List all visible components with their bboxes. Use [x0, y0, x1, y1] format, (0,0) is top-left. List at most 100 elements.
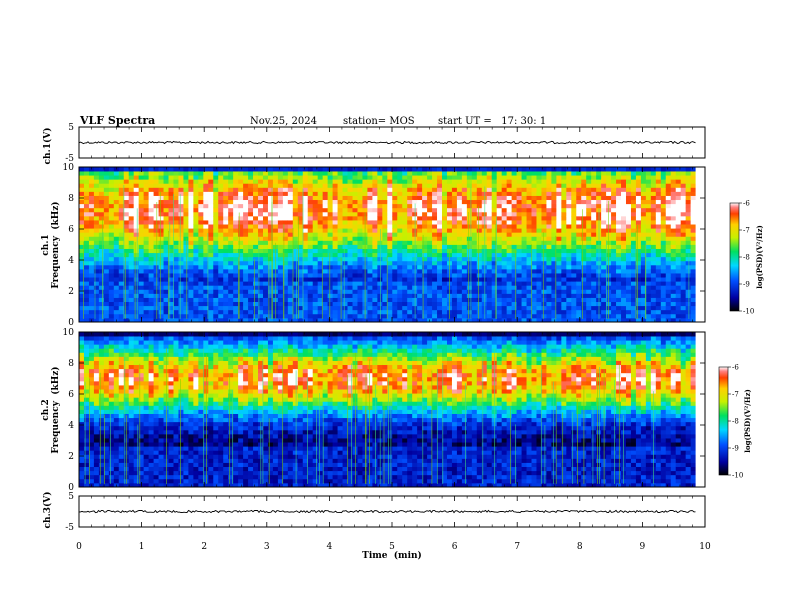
spectrogram-cell [272, 228, 279, 233]
spectrogram-cell [153, 277, 159, 282]
spectrogram-cell [417, 175, 423, 180]
spectrogram-cell [238, 293, 244, 298]
spectrogram-cell [437, 297, 443, 303]
spectrogram-cell [153, 281, 159, 286]
spectrogram-cell [203, 260, 209, 266]
spectrogram-cell [422, 167, 428, 172]
spectrogram-cell [546, 211, 552, 217]
spectrogram-cell [417, 264, 423, 270]
spectrogram-cell [456, 264, 463, 270]
spectrogram-cell [531, 264, 537, 270]
spectrogram-cell [685, 260, 692, 266]
spectrogram-cell [581, 195, 587, 201]
spectrogram-cell [103, 203, 110, 209]
spectrogram-cell [357, 244, 363, 249]
spectrogram-cell [606, 187, 612, 192]
spectrogram-cell [277, 309, 284, 315]
spectrogram-cell [342, 268, 348, 274]
spectrogram-cell [372, 244, 378, 249]
spectrogram-cell [88, 252, 95, 258]
spectrogram-cell [258, 248, 264, 254]
spectrogram-cell [93, 264, 100, 270]
spectrogram-cell [282, 220, 289, 225]
spectrogram-cell [437, 317, 443, 323]
spectrogram-cell [243, 309, 249, 315]
spectrogram-cell [233, 285, 239, 290]
spectrogram-cell [188, 175, 194, 180]
spectrogram-cell [397, 228, 403, 233]
spectrogram-cell [367, 224, 373, 229]
spectrogram-cell [103, 313, 110, 319]
spectrogram-cell [536, 264, 542, 270]
spectrogram-cell [133, 228, 140, 233]
spectrogram-cell [312, 277, 319, 282]
spectrogram-cell [675, 297, 682, 303]
spectrogram-cell [208, 207, 214, 213]
spectrogram-cell [417, 171, 423, 176]
spectrogram-cell [143, 256, 150, 262]
spectrogram-cell [198, 175, 204, 180]
spectrogram-cell [138, 224, 145, 229]
spectrogram-cell [342, 313, 348, 319]
spectrogram-cell [218, 281, 224, 286]
spectrogram-cell [655, 264, 662, 270]
spectrogram-cell [382, 281, 388, 286]
spectrogram-cell [203, 252, 209, 258]
spectrogram-cell [640, 171, 647, 176]
spectrogram-cell [392, 187, 398, 192]
spectrogram-cell [402, 305, 408, 311]
spectrogram-cell [118, 171, 125, 176]
spectrogram-cell [367, 273, 373, 278]
spectrogram-cell [297, 244, 304, 249]
spectrogram-cell [218, 244, 224, 249]
spectrogram-cell [337, 281, 343, 286]
spectrogram-cell [307, 313, 314, 319]
spectrogram-cell [630, 317, 637, 323]
spectrogram-cell [541, 309, 547, 315]
spectrogram-cell [586, 220, 592, 225]
spectrogram-cell [307, 187, 314, 192]
spectrogram-cell [650, 187, 657, 192]
spectrogram-cell [551, 289, 557, 294]
spectrogram-cell [382, 285, 388, 290]
spectrogram-cell [501, 228, 508, 233]
spectrogram-cell [183, 309, 189, 315]
spectrogram-cell [437, 215, 443, 221]
spectrogram-cell [322, 171, 329, 176]
spectrogram-cell [451, 281, 458, 286]
spectrogram-cell [466, 179, 473, 184]
spectrogram-cell [238, 297, 244, 303]
spectrogram-cell [123, 252, 130, 258]
spectrogram-cell [407, 264, 413, 270]
spectrogram-cell [128, 260, 135, 266]
spectrogram-cell [456, 244, 463, 249]
spectrogram-cell [357, 203, 363, 209]
spectrogram-cell [392, 232, 398, 237]
spectrogram-cell [143, 297, 150, 303]
spectrogram-cell [382, 232, 388, 237]
spectrogram-cell [103, 183, 110, 188]
spectrogram-cell [108, 248, 115, 254]
spectrogram-cell [282, 260, 289, 266]
spectrogram-cell [621, 293, 627, 298]
spectrogram-cell [442, 305, 448, 311]
spectrogram-cell [113, 171, 120, 176]
spectrogram-cell [402, 264, 408, 270]
spectrogram-cell [541, 252, 547, 258]
spectrogram-cell [675, 183, 682, 188]
spectrogram-cell [536, 187, 542, 192]
spectrogram-cell [601, 199, 607, 205]
spectrogram-cell [138, 171, 145, 176]
spectrogram-cell [486, 183, 493, 188]
spectrogram-cell [382, 183, 388, 188]
spectrogram-cell [198, 273, 204, 278]
spectrogram-cell [417, 187, 423, 192]
spectrogram-cell [233, 171, 239, 176]
spectrogram-cell [188, 260, 194, 266]
spectrogram-cell [213, 309, 219, 315]
spectrogram-cell [596, 317, 602, 323]
spectrogram-cell [616, 236, 622, 241]
spectrogram-cell [496, 305, 503, 311]
spectrogram-cell [103, 211, 110, 217]
spectrogram-cell [521, 179, 527, 184]
